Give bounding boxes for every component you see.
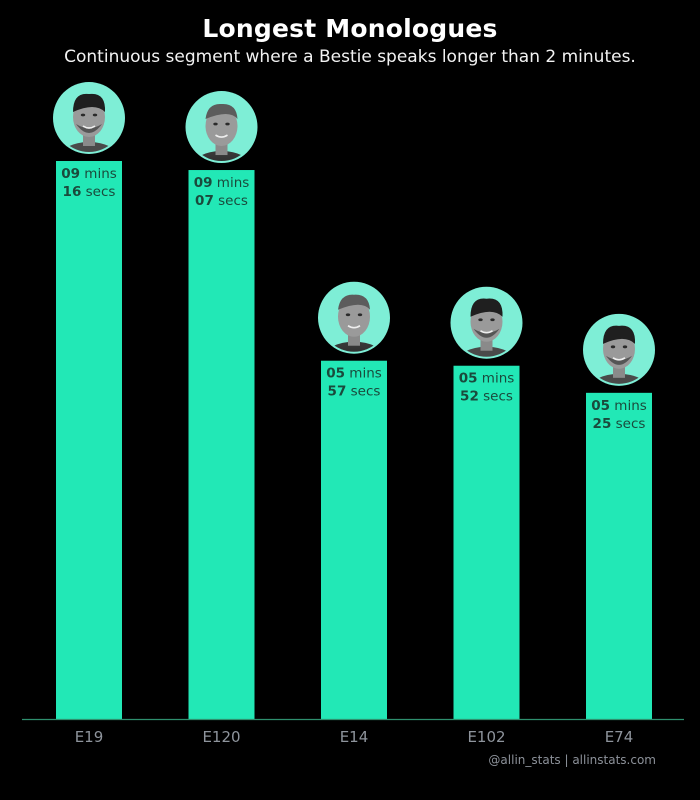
bar-e74 [586,392,652,719]
bar-label-secs: 07 secs [195,193,248,209]
bar-group-e102: 05 mins 52 secs [450,286,523,719]
bar-label-secs: 16 secs [63,184,116,200]
x-tick-label: E74 [605,728,634,746]
bar-e120 [188,170,255,720]
chamath-avatar [53,82,125,154]
bar-label-mins: 09 mins [194,175,250,191]
x-tick-label: E19 [75,728,104,746]
bar-e19 [56,161,122,719]
bar-e102 [453,365,520,719]
bar-label-secs: 25 secs [593,416,646,432]
jason-avatar [318,281,390,354]
bar-e14 [321,360,387,719]
x-tick-label: E120 [202,728,240,746]
chamath-avatar [583,313,655,386]
bar-label-mins: 05 mins [326,366,382,382]
bar-group-e19: 09 mins 16 secs [53,82,125,719]
bar-label-secs: 52 secs [460,389,513,405]
bar-label-mins: 05 mins [591,398,647,414]
chart-subtitle: Continuous segment where a Bestie speaks… [64,47,636,67]
bars-layer: 09 mins 16 secs 09 mins 07 secs 05 mins 57 se… [53,82,655,720]
x-tick-label: E102 [467,728,505,746]
jason-avatar [185,91,258,164]
x-tick-label: E14 [340,728,369,746]
chart-title: Longest Monologues [202,14,498,43]
chamath-avatar [450,286,523,359]
bar-label-mins: 05 mins [459,371,515,387]
x-ticks-layer: E19 E120 E14 E102 E74 [75,728,634,746]
credit-text: @allin_stats | allinstats.com [488,753,656,767]
bar-group-e74: 05 mins 25 secs [583,313,655,719]
bar-group-e120: 09 mins 07 secs [185,91,258,720]
bar-group-e14: 05 mins 57 secs [318,281,390,719]
bar-label-secs: 57 secs [328,384,381,400]
bar-label-mins: 09 mins [61,166,117,182]
